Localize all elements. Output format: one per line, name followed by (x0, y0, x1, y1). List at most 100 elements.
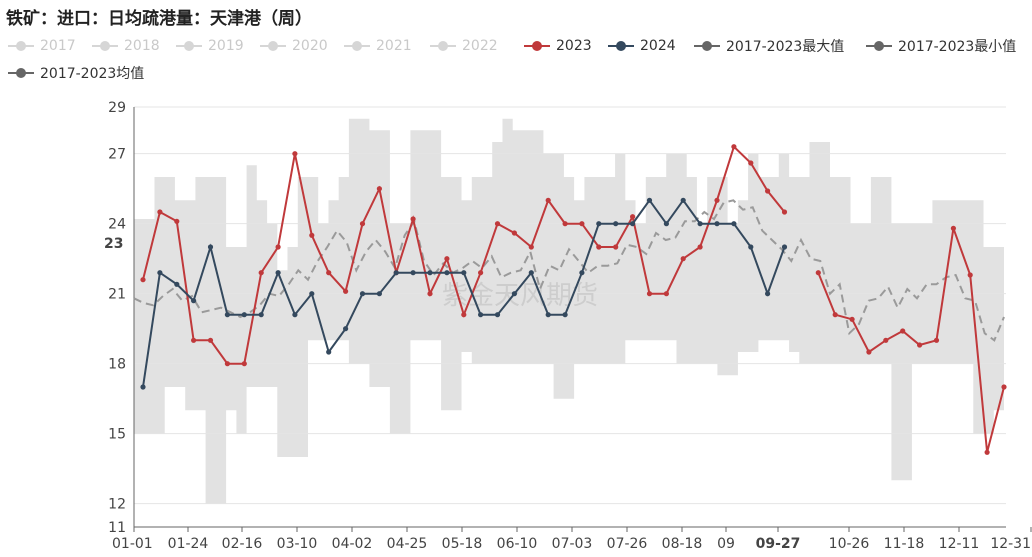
data-point (680, 197, 686, 203)
data-point (883, 337, 889, 343)
legend-swatch-icon (176, 39, 202, 53)
legend-swatch-icon (866, 39, 892, 53)
legend-item-2024[interactable]: 2024 (608, 36, 676, 56)
legend-item-2021[interactable]: 2021 (344, 36, 412, 56)
data-point (680, 256, 686, 262)
data-point (207, 337, 214, 343)
data-point (224, 361, 230, 367)
data-point (562, 221, 568, 227)
data-point (359, 291, 366, 297)
data-point (393, 270, 399, 276)
data-point (832, 312, 838, 318)
data-point (781, 244, 788, 250)
x-axis-labels: 01-01 01-24 02-16 03-10 04-02 04-25 05-18 06-10… (112, 536, 1031, 552)
chart-title: 铁矿：进口：日均疏港量：天津港（周） (6, 9, 312, 29)
y-tick-label: 15 (108, 427, 126, 443)
data-point (241, 361, 247, 367)
data-point (646, 291, 653, 297)
data-point (714, 197, 720, 203)
data-point (697, 221, 703, 227)
x-tick-label: 08-18 (662, 536, 703, 552)
data-point (410, 270, 416, 276)
legend-item-mean[interactable]: 2017-2023均值 (8, 63, 144, 83)
data-point (545, 197, 551, 203)
legend-item-2018[interactable]: 2018 (92, 36, 160, 56)
legend-label: 2017-2023最小值 (898, 39, 1017, 55)
data-point (528, 270, 534, 276)
data-point (343, 288, 349, 294)
data-point (478, 312, 484, 318)
data-point (326, 270, 332, 276)
y-tick-label: 29 (108, 100, 126, 116)
data-point (258, 270, 264, 276)
y-tick-label: 21 (108, 287, 126, 303)
y-tick-label: 11 (108, 520, 126, 536)
legend-swatch-icon (260, 39, 286, 53)
data-point (748, 244, 754, 250)
data-point (950, 225, 957, 231)
data-point (748, 160, 754, 166)
legend-label: 2019 (208, 38, 244, 54)
data-point (140, 277, 146, 283)
data-point (765, 188, 771, 194)
legend-item-2023[interactable]: 2023 (524, 36, 592, 56)
data-point (630, 214, 636, 220)
y-tick-label: 12 (108, 497, 126, 513)
data-point (224, 312, 230, 318)
x-tick-label: 06-10 (497, 536, 538, 552)
data-point (511, 291, 517, 297)
series-2023 (140, 144, 1007, 455)
legend-label: 2017-2023最大值 (726, 39, 845, 55)
data-point (359, 221, 366, 227)
data-point (494, 221, 501, 227)
legend-label: 2020 (292, 38, 328, 54)
legend-swatch-icon (524, 39, 550, 53)
data-point (174, 218, 180, 224)
data-point (157, 209, 163, 215)
legend-item-2020[interactable]: 2020 (260, 36, 328, 56)
x-highlight-label: 09-27 (756, 536, 801, 552)
data-point (967, 272, 973, 278)
data-point (596, 244, 602, 250)
data-point (140, 384, 146, 390)
data-point (562, 312, 568, 318)
data-point (984, 449, 990, 455)
legend-item-2017[interactable]: 2017 (8, 36, 76, 56)
legend-item-max[interactable]: 2017-2023最大值 (694, 36, 844, 56)
data-point (410, 216, 416, 222)
legend-item-2022[interactable]: 2022 (430, 36, 498, 56)
legend-swatch-icon (430, 39, 456, 53)
data-point (427, 291, 433, 297)
data-point (579, 270, 585, 276)
legend-label: 2017-2023均值 (40, 66, 145, 82)
y-axis-labels: 11 12 15 18 21 24 27 29 (108, 100, 126, 536)
legend-label: 2021 (376, 38, 412, 54)
data-point (275, 244, 281, 250)
data-point (917, 342, 923, 348)
legend-swatch-icon (92, 39, 118, 53)
x-tick-label: 09 (717, 536, 735, 552)
data-point (933, 337, 940, 343)
legend-label: 2017 (40, 38, 76, 54)
data-point (191, 337, 197, 343)
y-highlight-label: 23 (104, 236, 123, 252)
x-tick-label: 07-26 (607, 536, 648, 552)
data-point (427, 270, 433, 276)
x-tick-label: 07-03 (552, 536, 593, 552)
mean-line (133, 199, 1005, 342)
data-point (326, 349, 332, 355)
legend-item-2019[interactable]: 2019 (176, 36, 244, 56)
legend-label: 2022 (462, 38, 498, 54)
data-point (663, 291, 670, 297)
data-point (309, 291, 315, 297)
x-tick-label: 10-26 (829, 536, 870, 552)
legend-swatch-icon (694, 39, 720, 53)
legend-item-min[interactable]: 2017-2023最小值 (866, 36, 1016, 56)
y-tick-label: 27 (108, 147, 126, 163)
legend-label: 2024 (640, 38, 676, 54)
data-point (731, 221, 737, 227)
data-point (613, 221, 619, 227)
x-tick-label: 01-01 (112, 536, 153, 552)
data-point (275, 270, 281, 276)
